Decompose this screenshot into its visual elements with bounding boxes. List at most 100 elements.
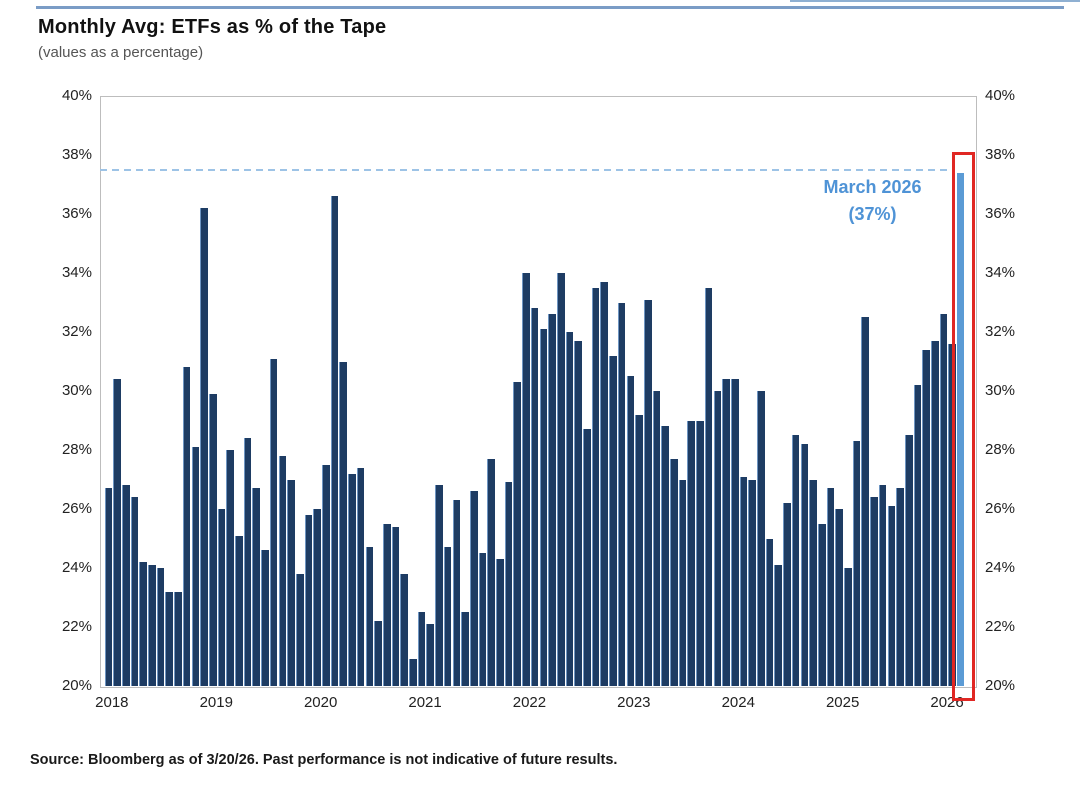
bar bbox=[774, 565, 783, 686]
y-tick-label-left: 26% bbox=[61, 500, 92, 517]
x-tick-label-year: 2024 bbox=[721, 694, 755, 711]
bar bbox=[878, 485, 887, 686]
bar bbox=[609, 355, 617, 686]
bar bbox=[678, 479, 687, 686]
bar bbox=[148, 565, 156, 686]
bar bbox=[626, 376, 635, 686]
bar bbox=[443, 547, 452, 686]
y-tick-label-left: 32% bbox=[61, 323, 92, 340]
y-tick-label-right: 26% bbox=[985, 500, 1016, 517]
bar bbox=[757, 391, 765, 686]
bar bbox=[374, 621, 382, 686]
bar bbox=[174, 591, 182, 686]
bar bbox=[356, 467, 365, 686]
bar bbox=[739, 476, 748, 686]
bar bbox=[904, 435, 913, 686]
bar bbox=[278, 455, 287, 686]
y-tick-label-left: 38% bbox=[61, 146, 92, 163]
y-tick-label-left: 28% bbox=[61, 441, 92, 458]
y-tick-label-right: 24% bbox=[985, 559, 1016, 576]
bar bbox=[426, 624, 435, 686]
y-tick-label-left: 36% bbox=[61, 205, 92, 222]
bar bbox=[269, 358, 278, 686]
y-tick-label-left: 24% bbox=[61, 559, 92, 576]
bar bbox=[139, 562, 147, 686]
bar bbox=[348, 473, 356, 686]
bar bbox=[304, 514, 313, 686]
bar bbox=[191, 447, 200, 686]
y-tick-label-right: 32% bbox=[985, 323, 1016, 340]
bar bbox=[548, 314, 556, 686]
x-tick-label-year: 2019 bbox=[199, 694, 233, 711]
bar bbox=[243, 438, 252, 686]
highlighted-bar bbox=[957, 172, 964, 686]
bar bbox=[287, 479, 295, 686]
bar bbox=[574, 340, 582, 686]
bar bbox=[565, 332, 574, 686]
highlight-annotation: March 2026 (37%) bbox=[790, 174, 955, 228]
bar bbox=[817, 523, 826, 686]
bar bbox=[870, 497, 878, 686]
y-tick-label-right: 34% bbox=[985, 264, 1016, 281]
top-divider-line bbox=[36, 6, 1064, 9]
bar bbox=[226, 450, 234, 686]
bar bbox=[496, 559, 504, 686]
bar bbox=[800, 444, 809, 686]
bar bbox=[704, 287, 713, 686]
y-tick-label-right: 36% bbox=[985, 205, 1016, 222]
bar bbox=[313, 509, 321, 686]
bar bbox=[826, 488, 835, 686]
bar bbox=[330, 196, 339, 686]
bar bbox=[670, 458, 678, 686]
bar bbox=[208, 393, 217, 686]
chart-subtitle: (values as a percentage) bbox=[38, 44, 204, 61]
bar bbox=[121, 485, 130, 686]
annotation-line1: March 2026 bbox=[823, 177, 922, 197]
bar bbox=[913, 385, 922, 686]
x-tick-label-year: 2020 bbox=[303, 694, 338, 711]
bar bbox=[591, 287, 600, 686]
bar bbox=[400, 573, 408, 686]
bar bbox=[461, 612, 469, 686]
bar bbox=[861, 317, 870, 686]
bar bbox=[617, 302, 626, 686]
bar bbox=[661, 426, 669, 686]
bar bbox=[931, 340, 939, 686]
bar bbox=[939, 314, 948, 686]
y-tick-label-right: 38% bbox=[985, 146, 1016, 163]
bar bbox=[365, 547, 374, 686]
bar bbox=[887, 506, 896, 686]
bar bbox=[478, 553, 487, 686]
y-tick-label-right: 28% bbox=[985, 441, 1016, 458]
x-tick-label-year: 2022 bbox=[512, 694, 547, 711]
source-footnote: Source: Bloomberg as of 3/20/26. Past pe… bbox=[30, 752, 618, 768]
bar bbox=[452, 500, 461, 686]
bar bbox=[730, 379, 739, 686]
y-tick-label-right: 22% bbox=[985, 618, 1016, 635]
y-tick-label-right: 20% bbox=[985, 677, 1016, 694]
bar bbox=[687, 420, 696, 686]
bar bbox=[556, 273, 565, 686]
dashed-reference-line bbox=[100, 168, 952, 172]
bar bbox=[295, 573, 304, 686]
bar bbox=[922, 349, 930, 686]
bar bbox=[713, 391, 722, 686]
highlight-red-box bbox=[951, 152, 976, 701]
y-tick-label-left: 34% bbox=[61, 264, 92, 281]
bar bbox=[409, 659, 417, 686]
bar bbox=[261, 550, 269, 686]
x-tick-label-year: 2021 bbox=[408, 694, 442, 711]
bar bbox=[156, 568, 165, 686]
annotation-line2: (37%) bbox=[848, 204, 897, 224]
bar bbox=[522, 273, 530, 686]
bar bbox=[322, 464, 330, 686]
bar bbox=[852, 441, 861, 686]
bar bbox=[748, 479, 756, 686]
y-tick-label-left: 40% bbox=[61, 87, 92, 104]
y-tick-label-right: 40% bbox=[985, 87, 1016, 104]
bar bbox=[600, 281, 609, 686]
bar bbox=[896, 488, 904, 686]
bar bbox=[652, 391, 661, 686]
bar bbox=[504, 482, 513, 686]
